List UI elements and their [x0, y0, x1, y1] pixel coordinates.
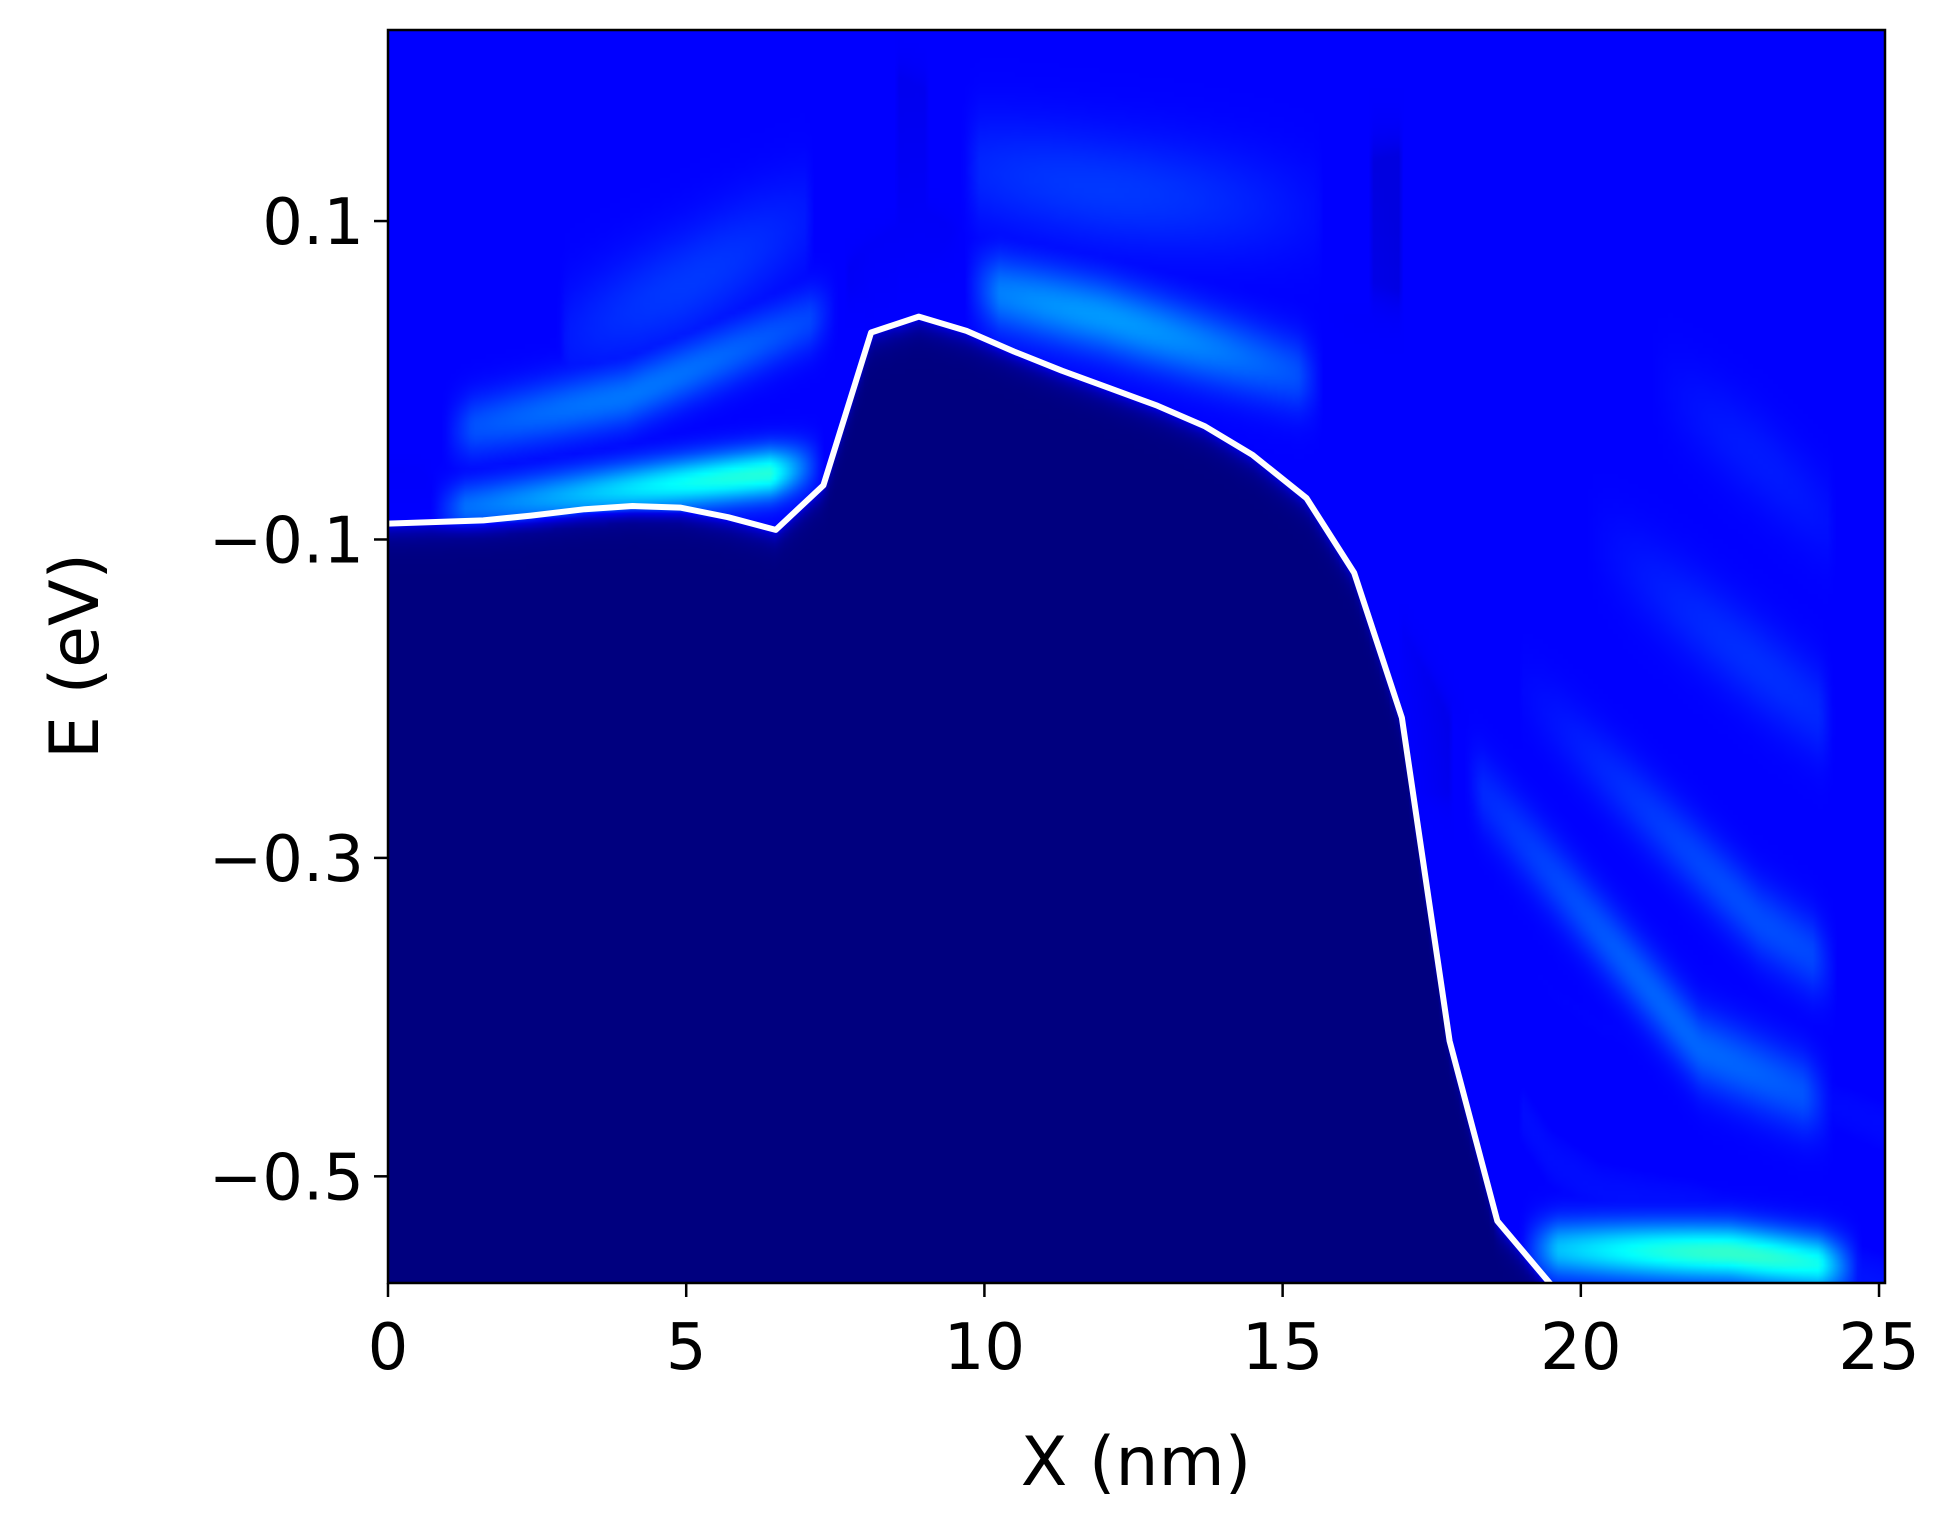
- x-axis-title: X (nm): [1021, 1423, 1252, 1502]
- y-tick-label: −0.5: [209, 1141, 364, 1215]
- x-tick-label: 20: [1540, 1311, 1621, 1385]
- x-tick-label: 15: [1242, 1311, 1323, 1385]
- y-tick-label: −0.1: [209, 504, 364, 578]
- band-edge-line: [388, 313, 1556, 1283]
- x-tick-label: 0: [368, 1311, 409, 1385]
- x-tick-label: 5: [666, 1311, 707, 1385]
- x-tick-label: 25: [1838, 1311, 1919, 1385]
- plot-frame: [386, 28, 1887, 1285]
- y-axis: 0.1 −0.1 −0.3 −0.5: [209, 186, 388, 1215]
- y-tick-label: −0.3: [209, 823, 364, 897]
- heatmap-image: [388, 30, 1885, 1283]
- plot-area: [388, 30, 1885, 1283]
- y-axis-title: E (eV): [36, 553, 115, 759]
- y-tick-label: 0.1: [262, 186, 364, 260]
- x-axis: 0 5 10 15 20 25: [368, 1283, 1920, 1385]
- x-tick-label: 10: [944, 1311, 1025, 1385]
